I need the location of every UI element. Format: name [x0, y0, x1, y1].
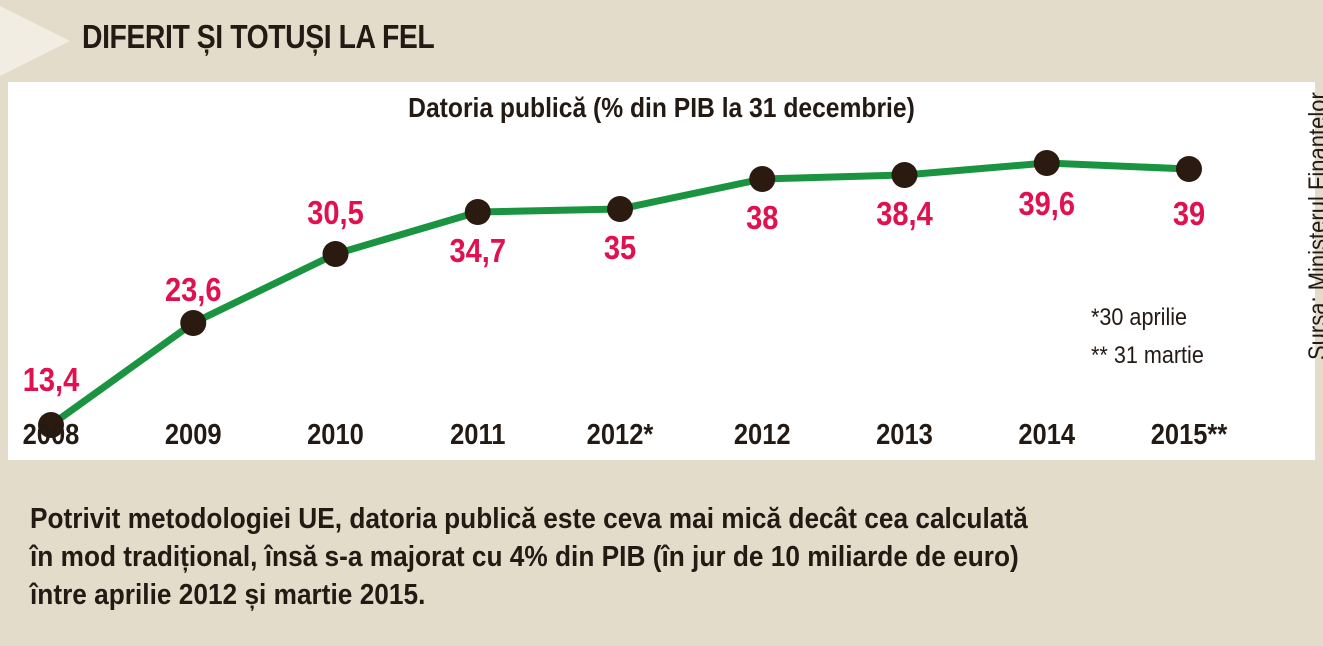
chart-title: Datoria publică (% din PIB la 31 decembr… — [408, 92, 915, 123]
footer-text: Potrivit metodologiei UE, datoria public… — [30, 500, 1197, 614]
data-label: 23,6 — [165, 271, 222, 308]
arrow-icon — [0, 6, 70, 76]
data-point — [180, 310, 207, 336]
page-title: DIFERIT ȘI TOTUȘI LA FEL — [82, 18, 435, 55]
data-point — [322, 241, 349, 267]
chart-note-1: *30 aprilie — [1091, 304, 1188, 331]
data-label: 34,7 — [449, 232, 506, 269]
data-label: 39,6 — [1018, 185, 1075, 222]
data-label: 38 — [746, 199, 778, 236]
data-label: 30,5 — [307, 194, 364, 231]
data-point — [1176, 156, 1202, 182]
data-point — [464, 199, 491, 225]
data-point — [607, 196, 633, 222]
x-tick-label: 2011 — [450, 417, 505, 450]
x-tick-label: 2010 — [307, 417, 364, 450]
data-label: 39 — [1173, 195, 1205, 232]
x-tick-label: 2014 — [1018, 417, 1075, 450]
x-tick-label: 2009 — [165, 417, 222, 450]
chart-panel: Datoria publică (% din PIB la 31 decembr… — [8, 82, 1323, 460]
data-label: 13,4 — [23, 361, 80, 398]
data-label: 38,4 — [876, 195, 933, 232]
chart-note-2: ** 31 martie — [1091, 342, 1204, 369]
x-tick-label: 2012 — [734, 417, 791, 450]
data-label: 35 — [604, 229, 636, 266]
footer-line: Potrivit metodologiei UE, datoria public… — [30, 503, 1028, 535]
x-tick-label: 2008 — [23, 417, 80, 450]
footer-line: în mod tradițional, însă s-a majorat cu … — [30, 541, 1019, 573]
data-point — [749, 166, 776, 192]
header-bar: DIFERIT ȘI TOTUȘI LA FEL — [0, 0, 1323, 82]
data-point — [891, 162, 918, 188]
data-point — [1033, 150, 1060, 176]
source-label: Sursa: Ministerul Finanțelor — [1304, 92, 1323, 360]
x-tick-label: 2012* — [587, 417, 654, 450]
data-point — [38, 412, 64, 438]
line-chart: 13,4200823,6200930,5201034,72011352012*3… — [23, 150, 1228, 450]
x-tick-label: 2015** — [1151, 417, 1228, 450]
footer-line: între aprilie 2012 și martie 2015. — [30, 579, 426, 611]
x-tick-label: 2013 — [876, 417, 933, 450]
